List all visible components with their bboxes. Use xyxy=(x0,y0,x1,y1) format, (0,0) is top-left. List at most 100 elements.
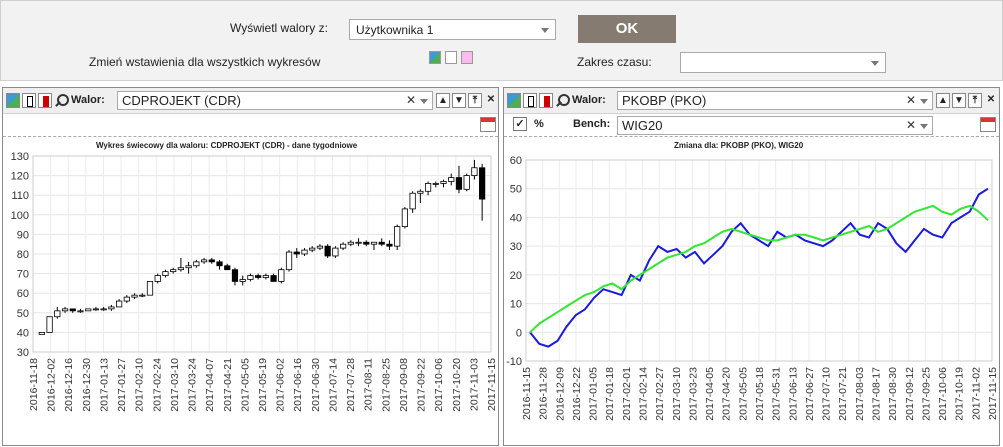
bench-value: WIG20 xyxy=(622,118,663,133)
y-tick-label: 0 xyxy=(516,327,522,339)
y-tick-label: 60 xyxy=(17,288,29,300)
x-tick-label: 2017-11-15 xyxy=(987,367,999,420)
candle-body xyxy=(471,167,478,176)
x-tick-label: 2016-11-15 xyxy=(521,367,533,420)
clear-icon[interactable]: ✕ xyxy=(905,118,916,132)
chevron-down-icon[interactable] xyxy=(420,99,428,104)
x-tick-label: 2017-06-30 xyxy=(310,358,322,412)
close-button[interactable]: ✕ xyxy=(486,94,496,105)
chevron-down-icon[interactable] xyxy=(920,124,928,129)
plot-area xyxy=(32,155,492,353)
candle-white-icon[interactable] xyxy=(22,93,36,108)
y-tick-label: 30 xyxy=(510,241,522,253)
y-tick-label: 40 xyxy=(510,212,522,224)
candle-body xyxy=(479,167,486,200)
zoom-icon[interactable] xyxy=(54,93,69,108)
y-tick-label: 10 xyxy=(510,299,522,311)
candle-body xyxy=(316,245,324,249)
x-tick-label: 2017-08-03 xyxy=(854,367,866,421)
candle-body xyxy=(170,269,177,273)
candle-red-icon[interactable] xyxy=(461,51,473,64)
x-tick-label: 2017-05-31 xyxy=(771,367,783,421)
walor-combo[interactable]: PKOBP (PKO) ✕ xyxy=(617,91,933,110)
move-top-button[interactable]: ⤒ xyxy=(468,93,482,108)
line-chart-icon[interactable] xyxy=(429,51,441,64)
x-tick-label: 2017-06-16 xyxy=(292,358,304,412)
y-tick-label: 120 xyxy=(11,171,29,183)
x-tick-label: 2017-02-01 xyxy=(621,367,633,421)
line-chart-icon[interactable] xyxy=(6,93,20,108)
ok-button[interactable]: OK xyxy=(578,15,676,43)
candle-body xyxy=(332,247,339,257)
candle-body xyxy=(231,269,239,282)
candle-body xyxy=(293,251,300,255)
move-down-button[interactable]: ▼ xyxy=(952,93,966,108)
chevron-down-icon[interactable] xyxy=(920,99,928,104)
x-tick-label: 2017-03-24 xyxy=(187,358,199,412)
candle-body xyxy=(347,241,354,245)
x-tick-label: 2017-01-18 xyxy=(604,367,616,421)
series-line xyxy=(529,187,989,348)
candle-body xyxy=(162,271,169,276)
candle-body xyxy=(208,259,215,263)
candle-red-icon[interactable] xyxy=(38,93,52,108)
show-from-value: Użytkownika 1 xyxy=(356,23,434,37)
y-tick-label: 90 xyxy=(17,229,29,241)
candle-body xyxy=(77,310,84,313)
y-tick-label: 110 xyxy=(11,190,29,202)
move-down-button[interactable]: ▼ xyxy=(452,93,466,108)
candle-body xyxy=(463,175,470,190)
move-up-button[interactable]: ▲ xyxy=(436,93,450,108)
candle-body xyxy=(38,331,45,335)
walor-label: Walor: xyxy=(71,94,105,106)
candle-body xyxy=(116,300,123,308)
candle-body xyxy=(216,261,223,267)
candle-body xyxy=(108,306,115,310)
candle-body xyxy=(139,294,146,297)
move-top-button[interactable]: ⤒ xyxy=(968,93,982,108)
x-tick-label: 2017-01-27 xyxy=(116,358,128,412)
move-up-button[interactable]: ▲ xyxy=(936,93,950,108)
percent-checkbox[interactable]: ✓ xyxy=(513,117,527,131)
show-from-label: Wyświetl walory z: xyxy=(230,21,328,35)
candle-body xyxy=(355,241,362,244)
clear-icon[interactable]: ✕ xyxy=(405,93,416,107)
candle-body xyxy=(455,177,463,190)
calendar-icon[interactable] xyxy=(980,117,996,132)
line-chart-icon[interactable] xyxy=(507,93,521,108)
x-tick-label: 2016-12-02 xyxy=(46,358,58,412)
candle-body xyxy=(378,241,385,245)
y-tick-label: 70 xyxy=(17,269,29,281)
y-tick-label: -10 xyxy=(506,356,522,368)
x-tick-label: 2017-08-25 xyxy=(380,358,392,412)
x-tick-label: 2016-12-22 xyxy=(571,367,583,421)
show-from-select[interactable]: Użytkownika 1 xyxy=(349,19,556,40)
x-tick-label: 2017-03-10 xyxy=(671,367,683,421)
y-tick-label: 100 xyxy=(11,210,29,222)
x-tick-label: 2016-12-09 xyxy=(554,367,566,421)
close-button[interactable]: ✕ xyxy=(986,94,996,105)
plot-area xyxy=(525,159,993,362)
x-tick-label: 2017-06-13 xyxy=(787,367,799,421)
candle-body xyxy=(146,281,154,296)
x-tick-label: 2017-11-03 xyxy=(468,358,480,411)
candle-body xyxy=(177,267,184,271)
candle-body xyxy=(270,275,277,282)
zoom-icon[interactable] xyxy=(555,93,570,108)
walor-combo[interactable]: CDPROJEKT (CDR) ✕ xyxy=(117,91,433,110)
bench-combo[interactable]: WIG20 ✕ xyxy=(617,116,933,135)
candle-red-icon[interactable] xyxy=(539,93,553,108)
x-tick-label: 2017-06-27 xyxy=(804,367,816,421)
candle-white-icon[interactable] xyxy=(445,51,457,64)
percent-label: % xyxy=(534,118,544,130)
divider xyxy=(504,136,999,137)
right-panel-toolbar: Walor: PKOBP (PKO) ✕ ▲ ▼ ⤒ ✕ xyxy=(504,88,999,114)
clear-icon[interactable]: ✕ xyxy=(905,93,916,107)
candle-body xyxy=(69,308,76,312)
calendar-icon[interactable] xyxy=(480,117,496,132)
x-tick-label: 2016-12-16 xyxy=(63,358,75,412)
candle-body xyxy=(370,241,378,245)
time-range-select[interactable] xyxy=(680,52,886,73)
candle-white-icon[interactable] xyxy=(523,93,537,108)
chevron-down-icon xyxy=(541,28,549,33)
